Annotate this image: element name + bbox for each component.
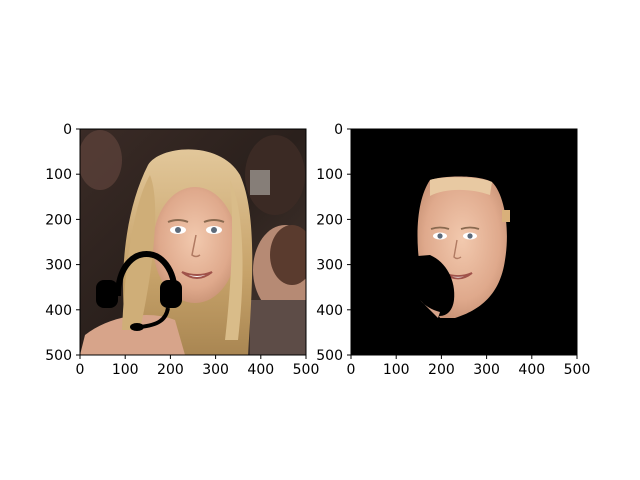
- x-tick-label: 100: [112, 362, 139, 378]
- y-tick-label: 0: [334, 122, 343, 138]
- x-tick-label: 400: [247, 362, 274, 378]
- y-tick-label: 400: [45, 303, 72, 319]
- mask-image: [351, 129, 577, 355]
- axes-frame: [350, 128, 578, 356]
- x-tick-label: 200: [428, 362, 455, 378]
- y-tick-label: 0: [63, 122, 72, 138]
- x-tick-label: 100: [383, 362, 410, 378]
- photo-image: [80, 129, 306, 355]
- x-tick-label: 300: [473, 362, 500, 378]
- y-tick-label: 200: [316, 212, 343, 228]
- y-tick-label: 500: [45, 348, 72, 364]
- x-tick-label: 0: [76, 362, 85, 378]
- x-tick-label: 400: [518, 362, 545, 378]
- x-tick-label: 500: [293, 362, 320, 378]
- y-tick-label: 100: [45, 167, 72, 183]
- x-tick-label: 500: [564, 362, 591, 378]
- x-tick-label: 200: [157, 362, 184, 378]
- y-tick-label: 300: [316, 258, 343, 274]
- headset-icon: [96, 251, 182, 331]
- y-tick-label: 400: [316, 303, 343, 319]
- x-tick-label: 300: [202, 362, 229, 378]
- y-tick-label: 500: [316, 348, 343, 364]
- y-tick-label: 100: [316, 167, 343, 183]
- y-tick-label: 200: [45, 212, 72, 228]
- y-tick-label: 300: [45, 258, 72, 274]
- axes-frame: [79, 128, 307, 356]
- x-tick-label: 0: [347, 362, 356, 378]
